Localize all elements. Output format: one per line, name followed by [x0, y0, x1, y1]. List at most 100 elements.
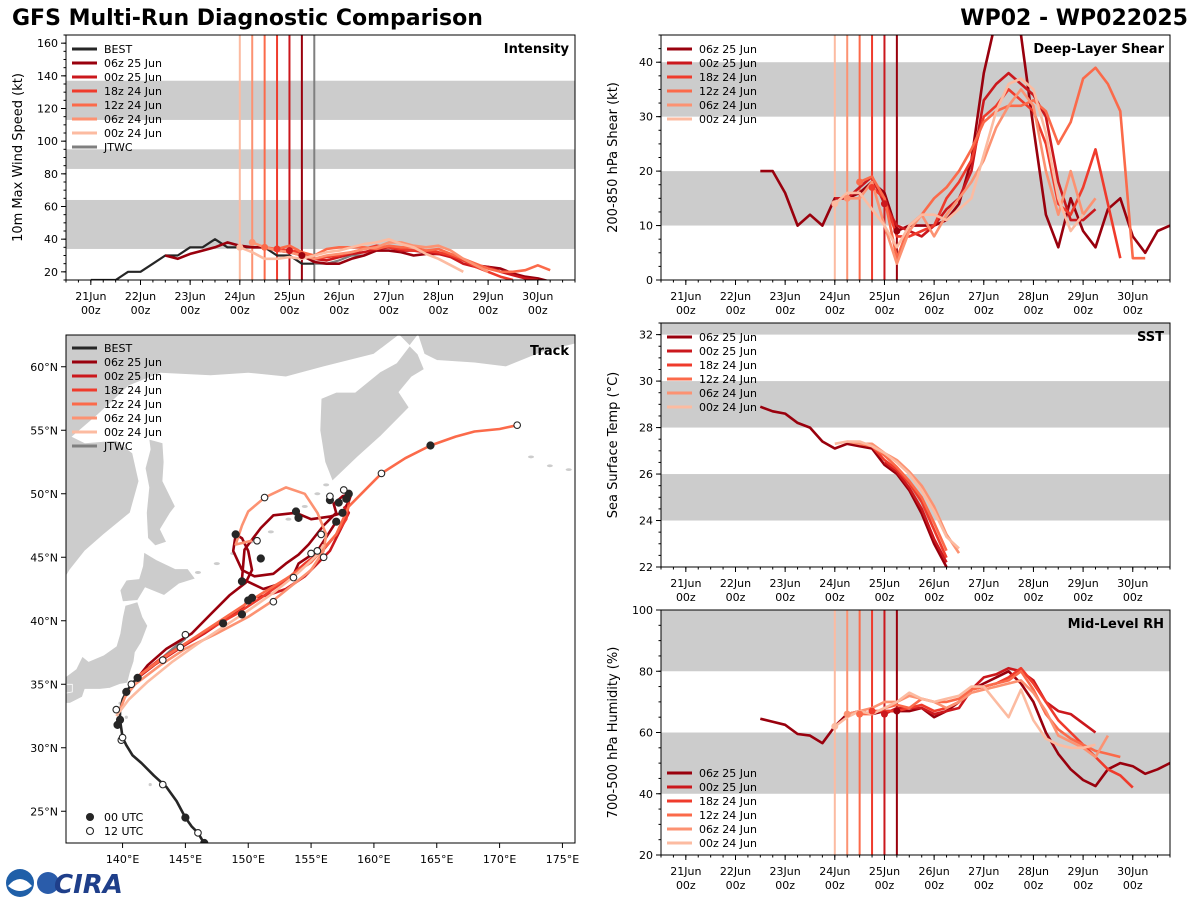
sst-plot-area — [661, 323, 1170, 567]
sst-ytick-label: 32 — [639, 329, 653, 342]
intensity-xtick-label: 26Jun — [324, 290, 355, 303]
shear-ytick-label: 30 — [639, 111, 653, 124]
intensity-init-marker — [273, 245, 281, 253]
sst-series-line — [759, 405, 948, 567]
track-plot-area — [66, 335, 575, 843]
sst-xtick-label: 30Jun — [1117, 577, 1148, 590]
track-frame — [65, 334, 576, 844]
intensity-xtick-sublabel: 00z — [180, 304, 200, 317]
sst-ytick-label: 30 — [639, 375, 653, 388]
sst-series-line — [883, 461, 948, 564]
track-lat-label: 30°N — [30, 742, 58, 755]
track-panel-title: Track — [530, 344, 569, 359]
shear-xtick-sublabel: 00z — [1024, 304, 1044, 317]
kuril-island — [314, 492, 321, 496]
intensity-ytick-label: 160 — [37, 37, 58, 50]
shear-series-line — [834, 71, 1097, 238]
rh-init-marker — [856, 710, 864, 718]
sst-xtick-label: 29Jun — [1068, 577, 1099, 590]
shear-legend-label: 18z 24 Jun — [699, 71, 757, 84]
shear-init-marker — [893, 227, 901, 235]
small-island — [124, 715, 128, 719]
track-dot-12utc — [319, 553, 328, 562]
rh-init-marker — [893, 707, 901, 715]
intensity-ytick-label: 80 — [44, 168, 58, 181]
landmass-honshu — [66, 601, 149, 704]
aleutian-island — [546, 464, 553, 468]
shear-xtick-sublabel: 00z — [875, 304, 895, 317]
track-dot-00utc — [338, 508, 347, 517]
track-line — [136, 492, 353, 679]
landmass-sakhalin — [144, 438, 176, 547]
sst-xtick-sublabel: 00z — [875, 591, 895, 604]
track-lon-label: 175°E — [546, 853, 579, 866]
sst-xtick-label: 28Jun — [1018, 577, 1049, 590]
intensity-init-marker — [236, 243, 244, 251]
logo-text: CIRA — [54, 870, 123, 900]
track-lat-label: 60°N — [30, 361, 58, 374]
track-dot-12utc — [260, 493, 269, 502]
track-lat-label: 45°N — [30, 551, 58, 564]
track-dot-12utc — [158, 656, 167, 664]
track-dot-00utc — [247, 593, 257, 602]
globe-icon — [37, 872, 59, 894]
track-lon-label: 165°E — [420, 853, 453, 866]
track-dot-12utc — [289, 573, 298, 582]
track-panel: 25°N 30°N 35°N 40°N 45°N 50°N 55°N 60°N 140°E 145… — [30, 334, 579, 866]
kuril-island — [194, 570, 201, 574]
sst-legend-label: 06z 24 Jun — [699, 387, 757, 400]
shear-xtick-label: 26Jun — [919, 290, 950, 303]
track-dot-00utc — [200, 838, 209, 843]
track-dot-12utc — [158, 780, 167, 789]
sst-xtick-label: 26Jun — [919, 577, 950, 590]
sst-legend-label: 18z 24 Jun — [699, 359, 757, 372]
track-dot-12utc — [112, 705, 121, 714]
track-dot-12utc — [313, 547, 322, 555]
rh-xtick-sublabel: 00z — [1024, 879, 1044, 892]
rh-series-line — [883, 666, 1097, 734]
sst-legend-label: 12z 24 Jun — [699, 373, 757, 386]
track-dot-12utc — [127, 680, 136, 689]
rh-init-marker — [880, 710, 888, 718]
shear-xtick-sublabel: 00z — [1123, 304, 1143, 317]
intensity-xtick-label: 27Jun — [373, 290, 404, 303]
shear-ytick-label: 0 — [646, 274, 653, 287]
track-dot-00utc — [237, 610, 247, 619]
track-line — [118, 676, 206, 843]
rh-xtick-label: 23Jun — [770, 865, 801, 878]
shear-init-marker — [831, 200, 839, 208]
rh-ytick-label: 60 — [639, 727, 653, 740]
track-legend-label: 06z 25 Jun — [104, 356, 162, 369]
shear-plot-area — [661, 35, 1170, 280]
rh-legend-label: 00z 25 Jun — [699, 781, 757, 794]
rh-ytick-label: 20 — [639, 849, 653, 862]
intensity-xtick-sublabel: 00z — [429, 304, 449, 317]
landmass-hokkaido — [119, 551, 197, 603]
intensity-legend-label: JTWC — [103, 141, 133, 154]
rh-series-line — [846, 679, 1110, 759]
dot-legend-label: 12 UTC — [104, 825, 144, 838]
sst-xtick-label: 24Jun — [819, 577, 850, 590]
rh-ytick-label: 80 — [639, 665, 653, 678]
shear-ytick-label: 20 — [639, 165, 653, 178]
sst-xtick-label: 21Jun — [670, 577, 701, 590]
track-lat-label: 40°N — [30, 615, 58, 628]
rh-panel: 2040608010021Jun00z22Jun00z23Jun00z24Jun… — [606, 604, 1171, 892]
sst-xtick-sublabel: 00z — [1024, 591, 1044, 604]
track-line — [136, 423, 518, 678]
shear-xtick-sublabel: 00z — [924, 304, 944, 317]
track-legend-label: 18z 24 Jun — [104, 384, 162, 397]
sst-panel: 22242628303221Jun00z22Jun00z23Jun00z24Ju… — [606, 322, 1171, 604]
track-legend-label: 00z 25 Jun — [104, 370, 162, 383]
shear-init-marker — [843, 194, 851, 202]
shear-xtick-label: 21Jun — [670, 290, 701, 303]
sst-xtick-sublabel: 00z — [974, 591, 994, 604]
shear-xtick-label: 27Jun — [968, 290, 999, 303]
shear-xtick-label: 29Jun — [1068, 290, 1099, 303]
intensity-ytick-label: 20 — [44, 266, 58, 279]
rh-xtick-sublabel: 00z — [726, 879, 746, 892]
intensity-init-marker — [298, 252, 306, 259]
sst-xtick-sublabel: 00z — [1073, 591, 1093, 604]
rh-xtick-sublabel: 00z — [825, 879, 845, 892]
intensity-shade-band — [66, 199, 575, 249]
